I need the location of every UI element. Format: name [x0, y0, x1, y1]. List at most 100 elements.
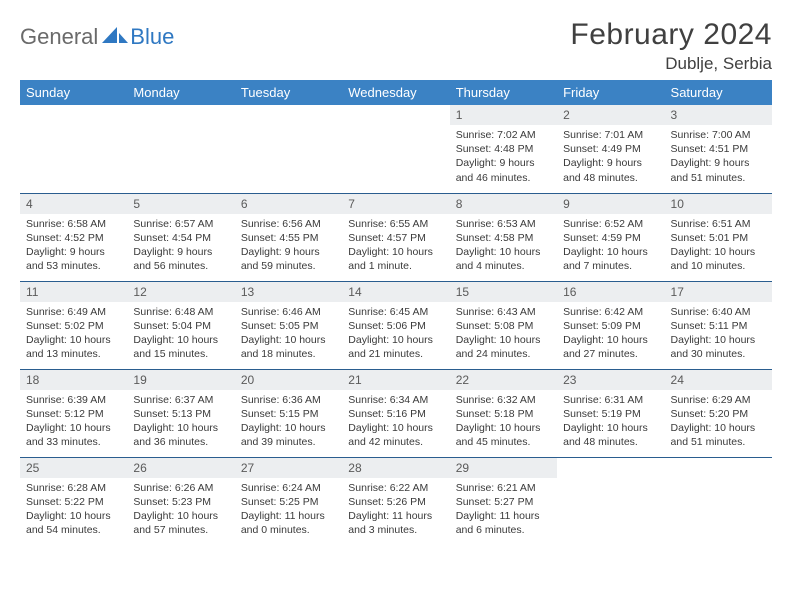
- day-number: 15: [450, 282, 557, 302]
- day-number: 16: [557, 282, 664, 302]
- daylight-text: Daylight: 10 hours and 33 minutes.: [26, 421, 121, 449]
- daylight-text: Daylight: 10 hours and 13 minutes.: [26, 333, 121, 361]
- day-details: Sunrise: 6:48 AMSunset: 5:04 PMDaylight:…: [127, 302, 234, 366]
- weekday-header: Thursday: [450, 80, 557, 105]
- sunrise-text: Sunrise: 6:29 AM: [671, 393, 766, 407]
- logo: General Blue: [20, 18, 174, 50]
- sunset-text: Sunset: 5:18 PM: [456, 407, 551, 421]
- daylight-text: Daylight: 9 hours and 46 minutes.: [456, 156, 551, 184]
- sunset-text: Sunset: 5:20 PM: [671, 407, 766, 421]
- calendar-week-row: 1Sunrise: 7:02 AMSunset: 4:48 PMDaylight…: [20, 105, 772, 193]
- day-number: 24: [665, 370, 772, 390]
- day-number: 5: [127, 194, 234, 214]
- calendar-cell: 23Sunrise: 6:31 AMSunset: 5:19 PMDayligh…: [557, 369, 664, 457]
- calendar-cell: 3Sunrise: 7:00 AMSunset: 4:51 PMDaylight…: [665, 105, 772, 193]
- sunset-text: Sunset: 4:54 PM: [133, 231, 228, 245]
- weekday-header: Friday: [557, 80, 664, 105]
- calendar-cell: 7 Sunrise: 6:55 AMSunset: 4:57 PMDaylight…: [342, 193, 449, 281]
- sunset-text: Sunset: 5:09 PM: [563, 319, 658, 333]
- daylight-text: Daylight: 9 hours and 56 minutes.: [133, 245, 228, 273]
- sunrise-text: Sunrise: 6:42 AM: [563, 305, 658, 319]
- calendar-cell: 29Sunrise: 6:21 AMSunset: 5:27 PMDayligh…: [450, 457, 557, 545]
- sunrise-text: Sunrise: 6:21 AM: [456, 481, 551, 495]
- calendar-cell: 16Sunrise: 6:42 AMSunset: 5:09 PMDayligh…: [557, 281, 664, 369]
- day-details: Sunrise: 6:21 AMSunset: 5:27 PMDaylight:…: [450, 478, 557, 542]
- daylight-text: Daylight: 10 hours and 27 minutes.: [563, 333, 658, 361]
- daylight-text: Daylight: 11 hours and 3 minutes.: [348, 509, 443, 537]
- daylight-text: Daylight: 11 hours and 6 minutes.: [456, 509, 551, 537]
- day-number: 4: [20, 194, 127, 214]
- daylight-text: Daylight: 10 hours and 21 minutes.: [348, 333, 443, 361]
- day-details: Sunrise: 6:58 AMSunset: 4:52 PMDaylight:…: [20, 214, 127, 278]
- day-details: Sunrise: 6:40 AMSunset: 5:11 PMDaylight:…: [665, 302, 772, 366]
- sunset-text: Sunset: 5:16 PM: [348, 407, 443, 421]
- sunrise-text: Sunrise: 6:51 AM: [671, 217, 766, 231]
- day-number: 21: [342, 370, 449, 390]
- day-details: Sunrise: 6:24 AMSunset: 5:25 PMDaylight:…: [235, 478, 342, 542]
- calendar-cell: 18Sunrise: 6:39 AMSunset: 5:12 PMDayligh…: [20, 369, 127, 457]
- daylight-text: Daylight: 10 hours and 4 minutes.: [456, 245, 551, 273]
- day-number: 10: [665, 194, 772, 214]
- calendar-cell: 17Sunrise: 6:40 AMSunset: 5:11 PMDayligh…: [665, 281, 772, 369]
- calendar-head: SundayMondayTuesdayWednesdayThursdayFrid…: [20, 80, 772, 105]
- day-details: Sunrise: 6:34 AMSunset: 5:16 PMDaylight:…: [342, 390, 449, 454]
- calendar-cell: 22Sunrise: 6:32 AMSunset: 5:18 PMDayligh…: [450, 369, 557, 457]
- month-title: February 2024: [570, 18, 772, 52]
- calendar-cell: 14Sunrise: 6:45 AMSunset: 5:06 PMDayligh…: [342, 281, 449, 369]
- sunset-text: Sunset: 5:22 PM: [26, 495, 121, 509]
- sunrise-text: Sunrise: 6:49 AM: [26, 305, 121, 319]
- sunset-text: Sunset: 4:58 PM: [456, 231, 551, 245]
- sunset-text: Sunset: 5:11 PM: [671, 319, 766, 333]
- sunrise-text: Sunrise: 6:36 AM: [241, 393, 336, 407]
- day-number: 13: [235, 282, 342, 302]
- sunrise-text: Sunrise: 6:43 AM: [456, 305, 551, 319]
- calendar-cell: [235, 105, 342, 193]
- calendar-page: General Blue February 2024 Dublje, Serbi…: [0, 0, 792, 545]
- sunset-text: Sunset: 4:57 PM: [348, 231, 443, 245]
- calendar-cell: [20, 105, 127, 193]
- day-number: 7: [342, 194, 449, 214]
- day-number: 2: [557, 105, 664, 125]
- calendar-cell: 19Sunrise: 6:37 AMSunset: 5:13 PMDayligh…: [127, 369, 234, 457]
- sunset-text: Sunset: 4:49 PM: [563, 142, 658, 156]
- day-number: 23: [557, 370, 664, 390]
- day-details: Sunrise: 7:00 AMSunset: 4:51 PMDaylight:…: [665, 125, 772, 189]
- calendar-cell: 28 Sunrise: 6:22 AMSunset: 5:26 PMDayligh…: [342, 457, 449, 545]
- sunrise-text: Sunrise: 6:22 AM: [348, 481, 443, 495]
- day-number: 14: [342, 282, 449, 302]
- calendar-cell: 12Sunrise: 6:48 AMSunset: 5:04 PMDayligh…: [127, 281, 234, 369]
- day-number: 19: [127, 370, 234, 390]
- sunset-text: Sunset: 5:05 PM: [241, 319, 336, 333]
- sunset-text: Sunset: 5:06 PM: [348, 319, 443, 333]
- sunrise-text: Sunrise: 6:53 AM: [456, 217, 551, 231]
- sunrise-text: Sunrise: 7:02 AM: [456, 128, 551, 142]
- sunset-text: Sunset: 5:01 PM: [671, 231, 766, 245]
- day-details: Sunrise: 6:42 AMSunset: 5:09 PMDaylight:…: [557, 302, 664, 366]
- daylight-text: Daylight: 10 hours and 1 minute.: [348, 245, 443, 273]
- daylight-text: Daylight: 10 hours and 18 minutes.: [241, 333, 336, 361]
- sunset-text: Sunset: 4:55 PM: [241, 231, 336, 245]
- sunrise-text: Sunrise: 6:57 AM: [133, 217, 228, 231]
- daylight-text: Daylight: 10 hours and 45 minutes.: [456, 421, 551, 449]
- logo-text-blue: Blue: [130, 24, 174, 50]
- weekday-header: Monday: [127, 80, 234, 105]
- day-details: Sunrise: 6:43 AMSunset: 5:08 PMDaylight:…: [450, 302, 557, 366]
- calendar-cell: 24Sunrise: 6:29 AMSunset: 5:20 PMDayligh…: [665, 369, 772, 457]
- calendar-cell: 25Sunrise: 6:28 AMSunset: 5:22 PMDayligh…: [20, 457, 127, 545]
- calendar-cell: 21Sunrise: 6:34 AMSunset: 5:16 PMDayligh…: [342, 369, 449, 457]
- sunset-text: Sunset: 5:26 PM: [348, 495, 443, 509]
- day-number: 28: [342, 458, 449, 478]
- daylight-text: Daylight: 10 hours and 15 minutes.: [133, 333, 228, 361]
- sunrise-text: Sunrise: 6:55 AM: [348, 217, 443, 231]
- day-details: Sunrise: 6:32 AMSunset: 5:18 PMDaylight:…: [450, 390, 557, 454]
- daylight-text: Daylight: 11 hours and 0 minutes.: [241, 509, 336, 537]
- day-number: 29: [450, 458, 557, 478]
- sunset-text: Sunset: 5:27 PM: [456, 495, 551, 509]
- sunrise-text: Sunrise: 6:26 AM: [133, 481, 228, 495]
- sunset-text: Sunset: 5:19 PM: [563, 407, 658, 421]
- logo-sail-icon: [102, 25, 128, 50]
- day-number: 20: [235, 370, 342, 390]
- daylight-text: Daylight: 10 hours and 57 minutes.: [133, 509, 228, 537]
- calendar-cell: 5 Sunrise: 6:57 AMSunset: 4:54 PMDaylight…: [127, 193, 234, 281]
- day-details: Sunrise: 6:31 AMSunset: 5:19 PMDaylight:…: [557, 390, 664, 454]
